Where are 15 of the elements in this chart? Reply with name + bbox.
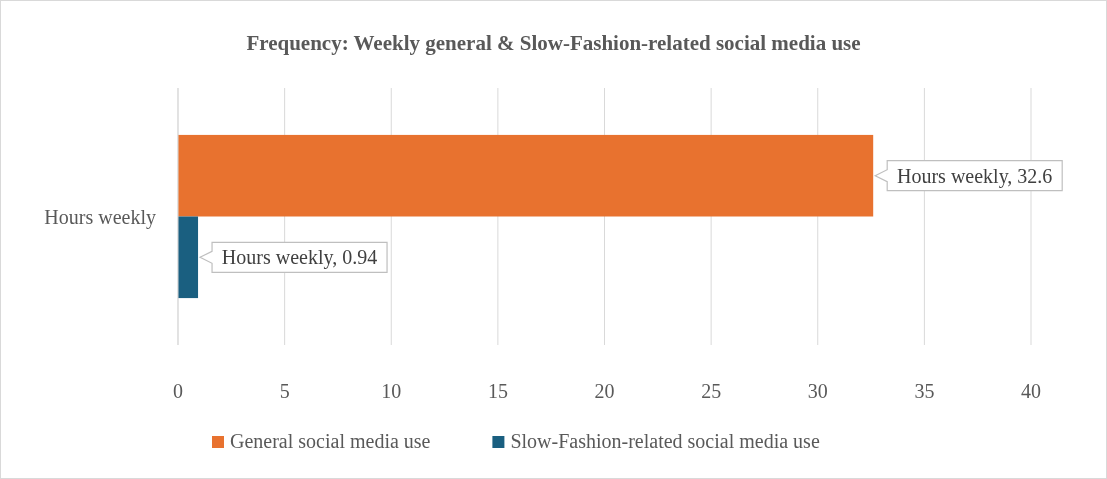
chart-title: Frequency: Weekly general & Slow-Fashion-related social media use bbox=[246, 31, 861, 55]
x-tick-label: 0 bbox=[173, 380, 183, 402]
x-tick-label: 5 bbox=[279, 380, 290, 402]
legend-label: General social media use bbox=[230, 430, 431, 452]
x-tick-label: 15 bbox=[487, 380, 508, 402]
y-tick-label: Hours weekly bbox=[44, 205, 156, 229]
data-label: Hours weekly, 0.94 bbox=[221, 246, 378, 270]
x-tick-label: 20 bbox=[594, 380, 615, 402]
x-tick-label: 25 bbox=[701, 380, 722, 402]
legend-label: Slow-Fashion-related social media use bbox=[510, 430, 820, 452]
data-label: Hours weekly, 32.6 bbox=[897, 164, 1053, 188]
x-tick-label: 40 bbox=[1021, 380, 1041, 402]
x-tick-label: 10 bbox=[381, 380, 402, 402]
x-tick-label: 30 bbox=[807, 380, 828, 402]
x-tick-label: 35 bbox=[914, 380, 935, 402]
